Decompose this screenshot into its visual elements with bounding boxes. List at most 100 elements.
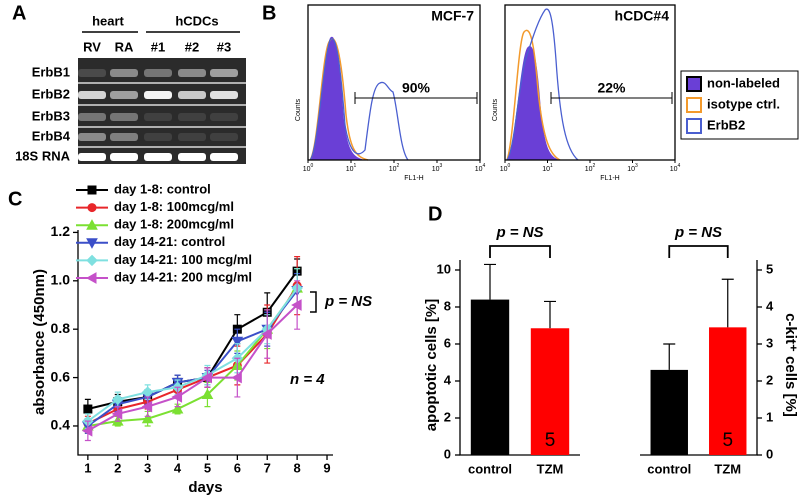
bracket (310, 291, 317, 313)
curve-isotype (506, 29, 561, 161)
tick-base: 10 (346, 166, 354, 173)
legend-marker (86, 238, 98, 249)
bar (709, 327, 747, 455)
y-tick-label: 0.4 (51, 417, 71, 433)
legend-label: non-labeled (707, 75, 780, 90)
legend-label: day 1-8: control (114, 181, 211, 196)
bar (530, 328, 570, 455)
y-axis-label: Counts (295, 98, 302, 121)
gel-band (78, 69, 106, 77)
panel-label: D (428, 203, 442, 225)
axes (77, 230, 333, 456)
tick-base: 10 (303, 166, 311, 173)
marker (81, 424, 93, 437)
x-tick-label: TZM (714, 461, 741, 476)
lane-label: #3 (217, 39, 231, 54)
gel-band (110, 91, 138, 99)
y-tick-label: 5 (766, 261, 773, 276)
tick-exp: 0 (508, 163, 511, 169)
gel-band (178, 133, 206, 141)
y-tick-label: 0 (444, 446, 451, 461)
tick-exp: 4 (678, 163, 681, 169)
marker (171, 403, 184, 414)
x-tick-label: 101 (542, 163, 553, 173)
legend-swatch (686, 118, 702, 134)
error-bar (663, 343, 676, 370)
x-tick-label: 102 (389, 163, 400, 173)
tick-exp: 2 (397, 163, 400, 169)
gel-band (78, 91, 106, 99)
x-tick-label: 7 (264, 460, 271, 475)
x-tick-label: 1 (84, 460, 91, 475)
gel-band (178, 113, 206, 121)
group-label: heart (92, 13, 124, 28)
x-axis-label: days (188, 479, 222, 496)
chart-title: p = NS (495, 224, 543, 241)
legend-label: isotype ctrl. (707, 96, 780, 111)
x-tick-label: control (647, 461, 691, 476)
legend-label: day 14-21: control (114, 234, 225, 249)
gel-band (178, 91, 206, 99)
curve-nonlabeled (310, 36, 365, 160)
lane-label: RV (83, 39, 101, 54)
annotation: n = 4 (290, 371, 325, 388)
tick-base: 10 (585, 166, 593, 173)
gel-band (110, 133, 138, 141)
x-tick-label: control (468, 461, 512, 476)
error-bar (544, 300, 556, 329)
gel-band (110, 113, 138, 121)
gel-band (210, 113, 238, 121)
gel-band (144, 91, 172, 99)
x-tick-label: 104 (475, 163, 486, 173)
gene-label: ErbB1 (32, 64, 70, 79)
legend-marker (85, 272, 97, 284)
annotation: p = NS (324, 293, 372, 310)
y-tick-label: 6 (444, 335, 451, 350)
x-tick-label: 103 (432, 163, 443, 173)
tick-base: 10 (475, 166, 483, 173)
curve-erbb2 (309, 38, 409, 161)
legend-swatch (686, 76, 702, 92)
bar (650, 369, 688, 455)
marker (231, 336, 244, 348)
legend-label: day 14-21: 200 mcg/ml (114, 269, 252, 284)
marker (111, 408, 123, 420)
y-axis-label: c-kit⁺ cells [%] (782, 313, 799, 417)
legend-marker (86, 219, 98, 230)
x-tick-label: 5 (204, 460, 211, 475)
x-tick-label: 2 (114, 460, 121, 475)
bar-n-label: 5 (545, 430, 556, 451)
x-tick-label: 9 (323, 460, 330, 475)
error-bar (484, 263, 496, 300)
flow-title: hCDC#4 (615, 8, 670, 24)
tick-exp: 2 (593, 163, 596, 169)
marker (231, 371, 242, 384)
legend-label: day 1-8: 100mcg/ml (114, 199, 234, 214)
tick-exp: 4 (483, 163, 486, 169)
x-tick-label: 104 (670, 163, 681, 173)
gene-label: ErbB3 (32, 108, 70, 123)
gel-band (78, 153, 106, 161)
lane-label: #2 (185, 39, 199, 54)
bar-n-label: 5 (664, 430, 675, 451)
y-tick-label: 4 (444, 372, 452, 387)
x-tick-label: 100 (303, 163, 314, 173)
gel-band (178, 153, 206, 161)
legend-marker (86, 254, 98, 267)
y-tick-label: 0.6 (51, 368, 71, 384)
tick-base: 10 (542, 166, 550, 173)
y-tick-label: 4 (766, 298, 774, 313)
marker (112, 393, 124, 406)
gel-band (210, 91, 238, 99)
bar-n-label: 5 (722, 430, 733, 451)
tick-exp: 1 (354, 163, 357, 169)
flow-curves (309, 8, 579, 161)
y-axis-label: Counts (492, 98, 499, 121)
gel-band (78, 113, 106, 121)
x-tick-label: 3 (144, 460, 151, 475)
tick-exp: 0 (311, 163, 314, 169)
marker (141, 412, 154, 424)
series-line (87, 285, 298, 425)
y-axis-label: apoptotic cells [%] (423, 299, 440, 432)
tick-exp: 1 (550, 163, 553, 169)
